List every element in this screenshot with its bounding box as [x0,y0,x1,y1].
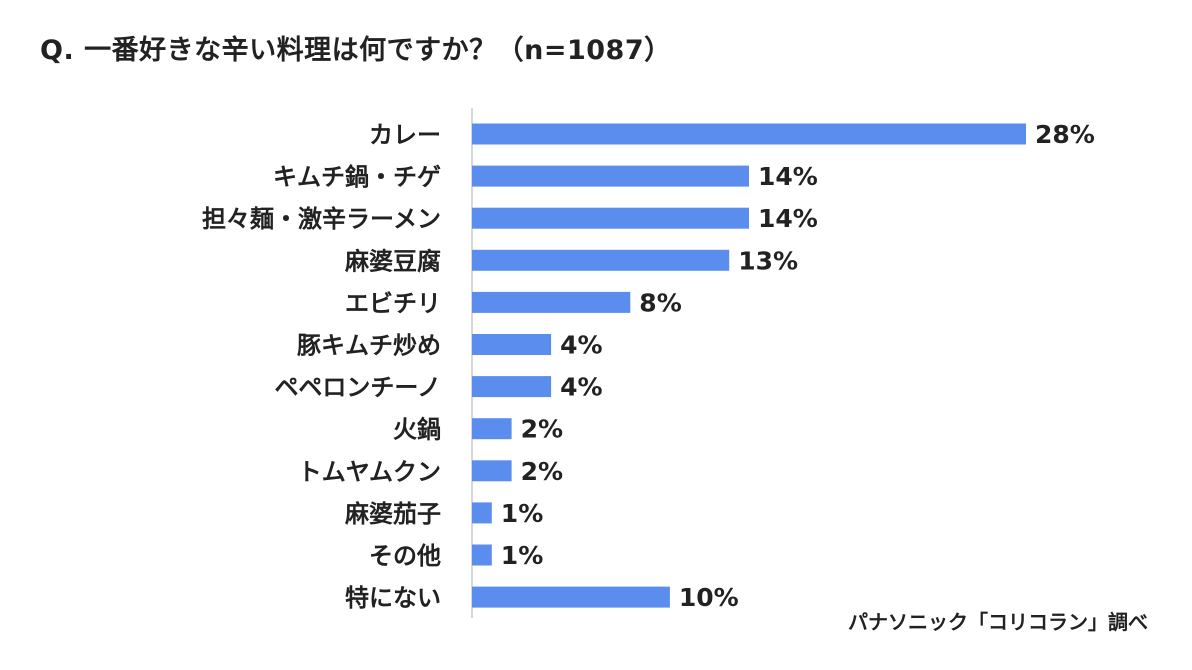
bar-group: カレー 28% キムチ鍋・チゲ 14% 担々麺・激辛ラーメン 14% 麻婆豆腐 13% エビチリ… [202,120,1095,612]
bar-3 [472,207,749,229]
source-note: パナソニック「コリコラン」調べ [848,610,1148,634]
category-label-1: カレー [369,121,441,149]
bar-12 [472,586,670,608]
value-label-10: 1% [501,499,543,528]
category-label-12: 特にない [345,584,441,612]
value-label-3: 14% [758,204,818,233]
value-label-12: 10% [679,583,739,612]
bar-2 [472,165,749,187]
category-label-2: キムチ鍋・チゲ [273,163,441,191]
bar-9 [472,460,512,482]
value-label-8: 2% [521,415,563,444]
bar-11 [472,544,492,566]
value-label-4: 13% [738,246,798,275]
chart-title: Q. 一番好きな辛い料理は何ですか？（n=1087） [40,35,672,66]
category-label-7: ペペロンチーノ [274,374,441,402]
value-label-2: 14% [758,162,818,191]
value-label-6: 4% [560,331,602,360]
category-label-11: その他 [369,542,441,570]
bar-10 [472,502,492,524]
category-label-6: 豚キムチ炒め [296,332,441,360]
category-label-10: 麻婆茄子 [344,500,441,528]
category-label-4: 麻婆豆腐 [344,247,441,275]
value-label-7: 4% [560,373,602,402]
category-label-9: トムヤムクン [298,458,441,486]
value-label-11: 1% [501,541,543,570]
category-label-8: 火鍋 [393,416,441,444]
bar-4 [472,249,730,271]
bar-6 [472,334,552,355]
bar-5 [472,291,631,313]
value-label-9: 2% [521,457,563,486]
category-label-3: 担々麺・激辛ラーメン [202,205,441,233]
bar-1 [472,123,1026,145]
category-label-5: エビチリ [345,289,441,317]
value-label-1: 28% [1035,120,1095,149]
value-label-5: 8% [639,288,681,317]
bar-8 [472,418,512,440]
bar-7 [472,376,552,398]
